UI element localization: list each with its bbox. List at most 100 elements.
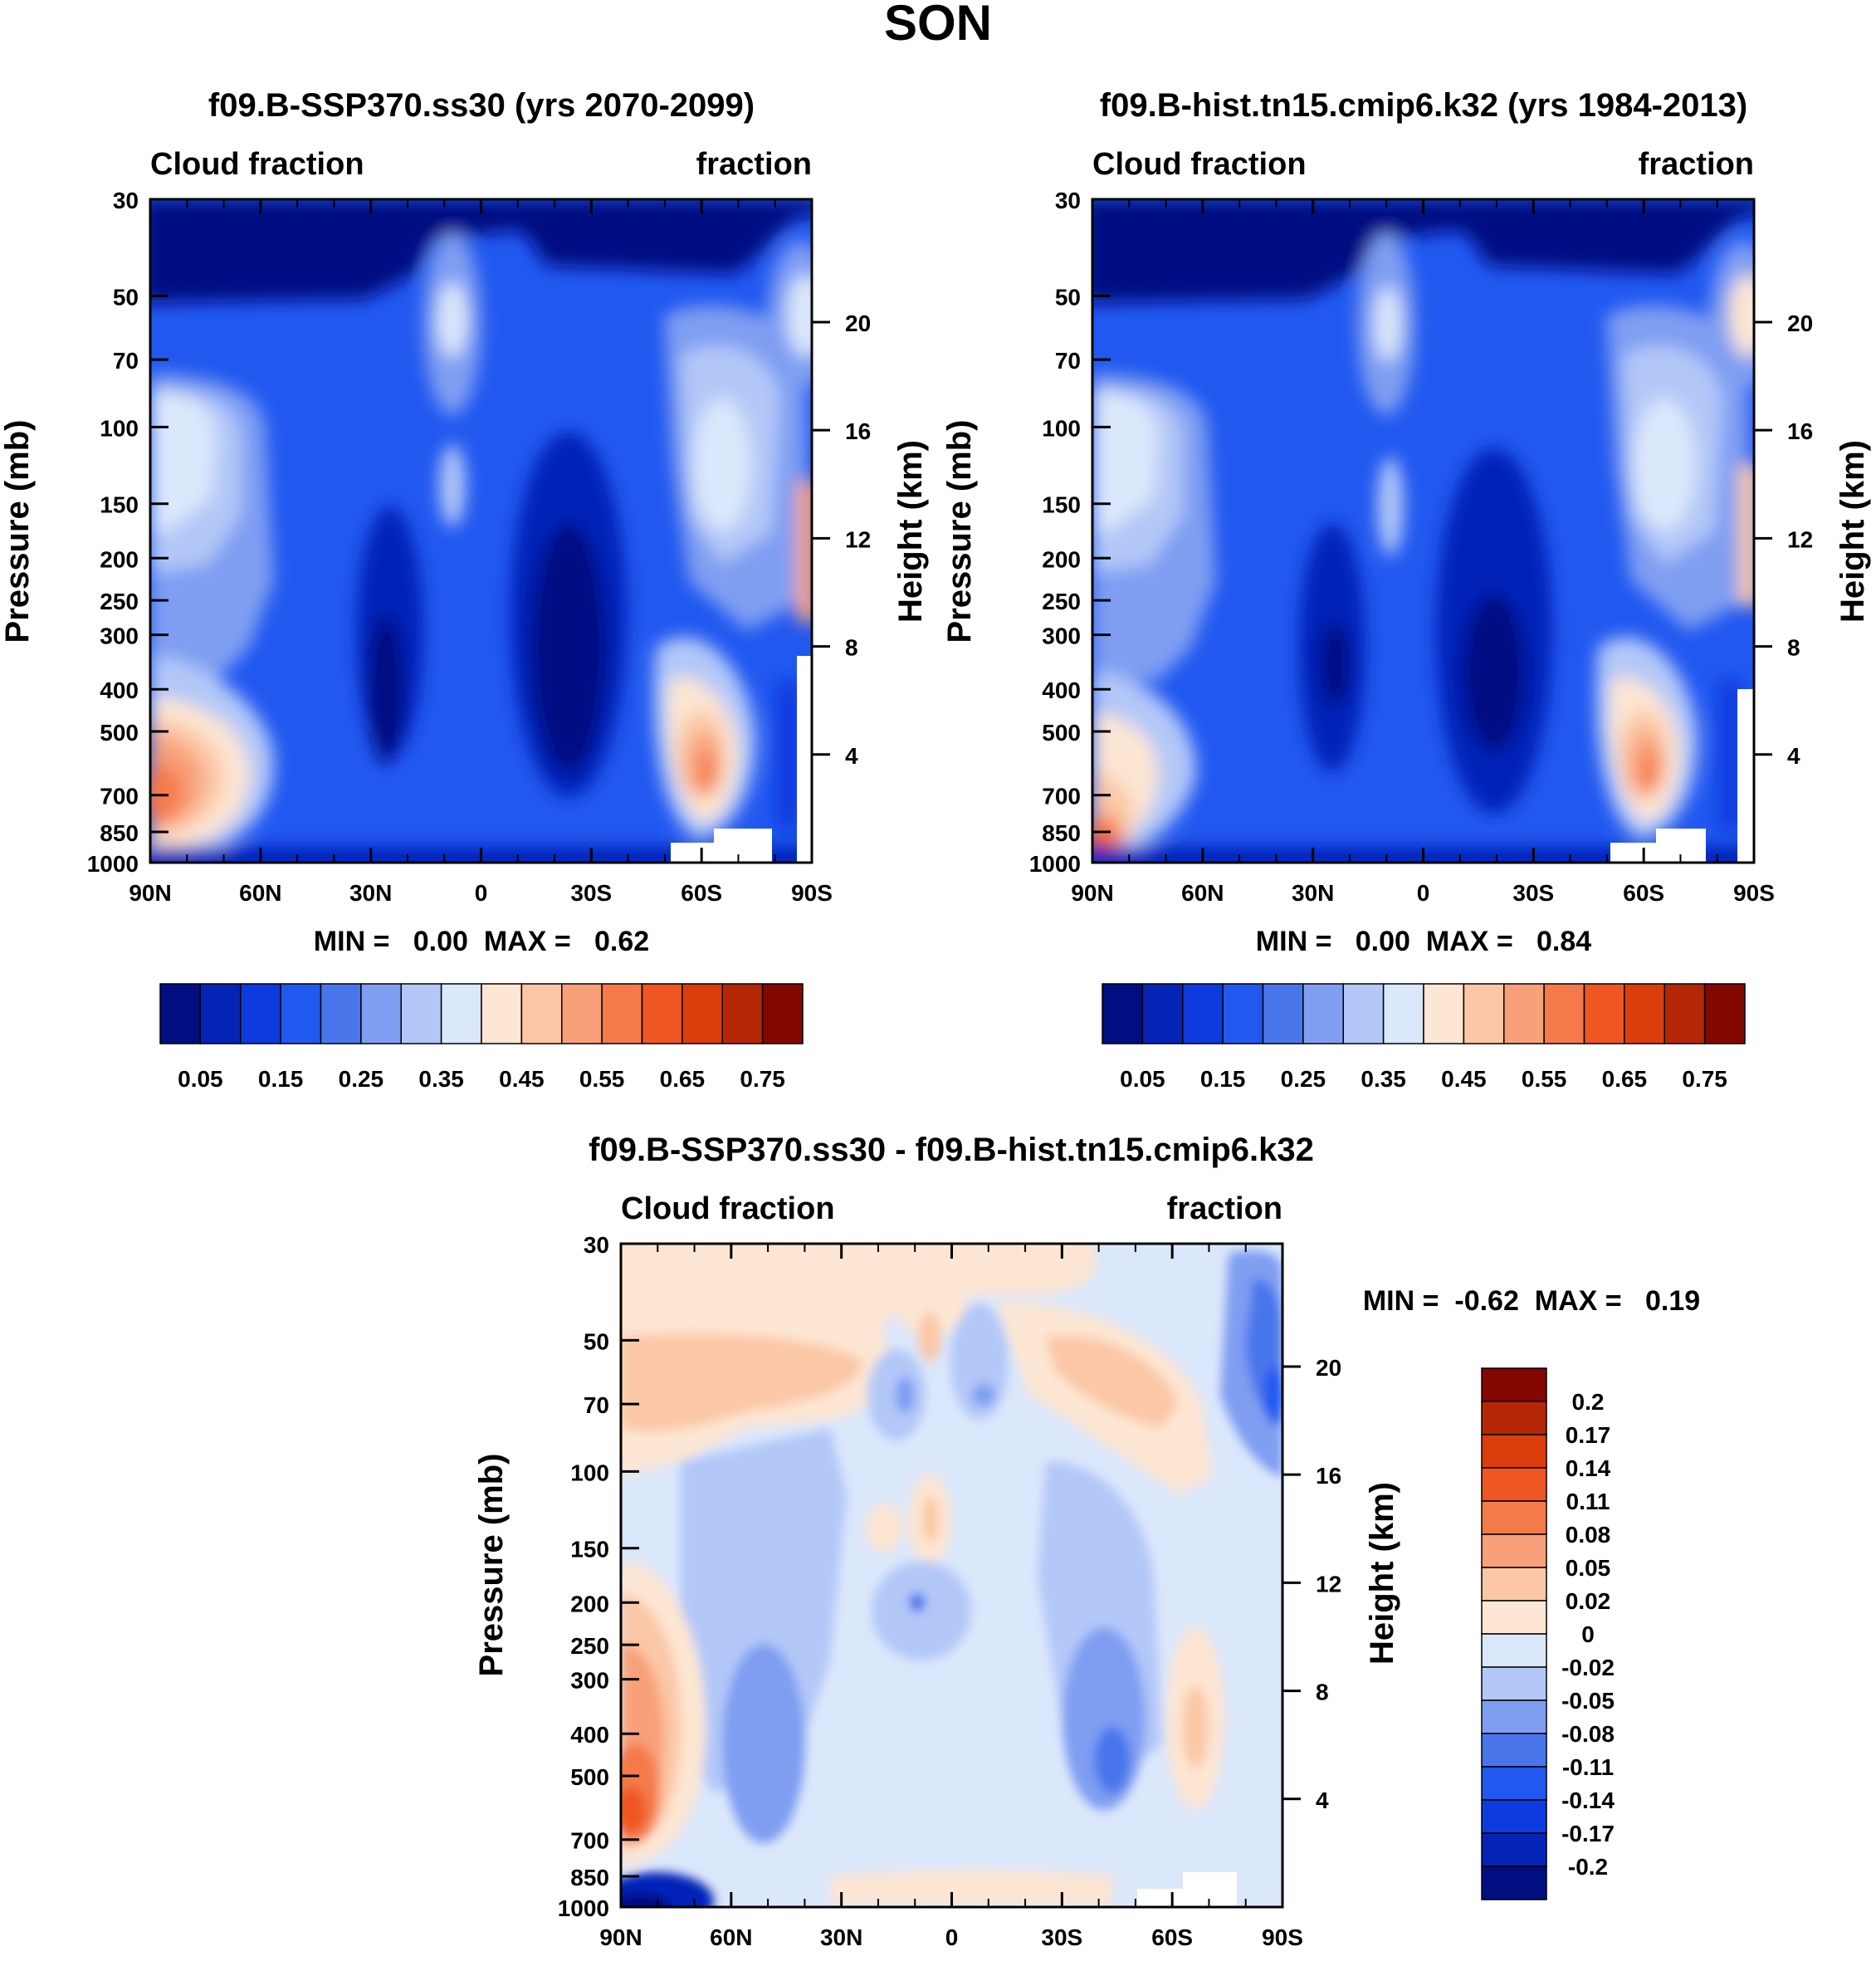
x-tick-label: 0	[945, 1924, 959, 1950]
y-axis-label-right: Height (km)	[1834, 440, 1871, 623]
colorbar-box	[360, 983, 402, 1044]
y-tick-label: 100	[570, 1460, 609, 1485]
y-tick-label-right: 12	[1787, 526, 1813, 552]
right-string: fraction	[696, 147, 812, 182]
x-tick-label: 90S	[791, 880, 833, 906]
colorbar-label: -0.14	[1561, 1787, 1615, 1813]
y-ticks-left: 30 50 70 100 150 200 250 300 400 500 700 850 1000	[558, 1232, 639, 1921]
y-axis-label-right: Height (km)	[1364, 1482, 1400, 1665]
y-tick-label-right: 16	[845, 418, 871, 444]
x-tick-label: 60N	[1181, 880, 1224, 906]
y-axis-label-right: Height (km)	[892, 440, 929, 623]
colorbar-box	[1481, 1401, 1547, 1435]
y-tick-label-right: 20	[1316, 1355, 1341, 1381]
colorbar-box	[1481, 1666, 1547, 1701]
x-tick-label: 30N	[349, 880, 392, 906]
y-tick-label: 400	[570, 1722, 609, 1748]
colorbar-box	[682, 983, 723, 1044]
figure-title: SON	[884, 0, 992, 51]
y-ticks-left: 30 50 70 100 150 200 250 300 400 500 700 850 1000	[87, 188, 169, 877]
colorbar-label: 0.11	[1566, 1489, 1610, 1514]
x-tick-label: 30N	[820, 1924, 862, 1950]
colorbar-box	[440, 983, 482, 1044]
colorbar-box	[1583, 983, 1625, 1044]
y-tick-label: 700	[1042, 784, 1081, 809]
colorbar: 0.05 0.15 0.25 0.35 0.45 0.55 0.65 0.75	[159, 983, 804, 1092]
y-tick-label-right: 12	[1316, 1571, 1341, 1597]
x-tick-label: 30S	[1041, 1924, 1082, 1950]
min-max-label: MIN = 0.00 MAX = 0.84	[1256, 926, 1591, 957]
min-max-label: MIN = -0.62 MAX = 0.19	[1363, 1285, 1700, 1317]
x-tick-label: 60S	[1151, 1924, 1193, 1950]
colorbar-label: 0.15	[1200, 1066, 1246, 1092]
y-tick-label: 50	[113, 284, 139, 310]
colorbar-box	[400, 983, 442, 1044]
y-tick-label: 70	[584, 1392, 609, 1418]
y-axis-label: Pressure (mb)	[0, 420, 36, 643]
colorbar-box	[601, 983, 643, 1044]
colorbar: 0.05 0.15 0.25 0.35 0.45 0.55 0.65 0.75	[1102, 983, 1746, 1092]
colorbar-box	[1481, 1367, 1547, 1402]
y-tick-label: 100	[1042, 415, 1081, 441]
x-tick-label: 90N	[129, 880, 171, 906]
y-tick-label: 200	[1042, 546, 1081, 572]
colorbar-label: 0.35	[1361, 1066, 1406, 1092]
colorbar-box	[159, 983, 202, 1044]
y-tick-label-right: 20	[1787, 311, 1813, 336]
colorbar-box	[1481, 1467, 1547, 1502]
y-tick-label: 850	[100, 820, 139, 846]
y-tick-label: 850	[570, 1865, 609, 1890]
colorbar-box	[561, 983, 603, 1044]
y-tick-label: 850	[1042, 820, 1081, 846]
y-tick-label: 50	[584, 1328, 609, 1354]
colorbar-box	[1481, 1766, 1547, 1801]
y-tick-label: 300	[100, 624, 139, 649]
colorbar-box	[1663, 983, 1706, 1044]
y-tick-label: 1000	[1029, 851, 1081, 877]
y-tick-label: 200	[100, 546, 139, 572]
y-tick-label: 100	[100, 415, 139, 441]
y-tick-label: 70	[1055, 348, 1081, 374]
colorbar-box	[1481, 1733, 1547, 1768]
contour-field	[150, 199, 812, 863]
y-axis-label: Pressure (mb)	[941, 420, 978, 643]
y-tick-label: 250	[570, 1633, 609, 1659]
colorbar-box	[320, 983, 362, 1044]
colorbar-box	[1342, 983, 1385, 1044]
y-tick-label-right: 8	[845, 635, 858, 661]
y-tick-label-right: 4	[1787, 743, 1800, 769]
x-tick-label: 60N	[710, 1924, 752, 1950]
colorbar-box	[1503, 983, 1545, 1044]
colorbar-label: 0.25	[339, 1066, 384, 1092]
x-tick-label: 90N	[1071, 880, 1113, 906]
y-tick-label: 400	[1042, 677, 1081, 703]
x-tick-label: 0	[1417, 880, 1430, 906]
y-tick-label-right: 16	[1316, 1463, 1341, 1489]
y-tick-label: 700	[570, 1828, 609, 1854]
x-tick-label: 30N	[1292, 880, 1334, 906]
colorbar-box	[1481, 1866, 1547, 1900]
contour-field	[621, 1244, 1282, 1907]
colorbar-label: 0.45	[1441, 1066, 1487, 1092]
y-tick-label: 1000	[558, 1895, 609, 1921]
panel-ssp370: f09.B-SSP370.ss30 (yrs 2070-2099) Cloud …	[0, 87, 929, 1092]
colorbar-box	[1481, 1699, 1547, 1734]
colorbar-box	[1182, 983, 1224, 1044]
colorbar-label: 0.75	[740, 1066, 785, 1092]
colorbar-label: 0.55	[579, 1066, 625, 1092]
x-ticks: 90N 60N 30N 0 30S 60S 90S	[1071, 199, 1775, 906]
y-ticks-right: 20 16 12 8 4	[1754, 311, 1813, 769]
colorbar-box	[1481, 1799, 1547, 1834]
colorbar-box	[1423, 983, 1465, 1044]
colorbar-label: -0.11	[1562, 1754, 1614, 1780]
y-tick-label-right: 12	[845, 526, 871, 552]
panel-title: f09.B-SSP370.ss30 - f09.B-hist.tn15.cmip…	[589, 1132, 1314, 1168]
colorbar-box	[199, 983, 242, 1044]
y-tick-label-right: 16	[1787, 418, 1813, 444]
left-string: Cloud fraction	[1092, 147, 1307, 182]
y-ticks-right: 20 16 12 8 4	[1282, 1355, 1341, 1813]
y-tick-label: 30	[113, 188, 139, 213]
y-tick-label: 500	[570, 1764, 609, 1790]
x-tick-label: 60S	[681, 880, 722, 906]
colorbar-label: 0.45	[499, 1066, 545, 1092]
